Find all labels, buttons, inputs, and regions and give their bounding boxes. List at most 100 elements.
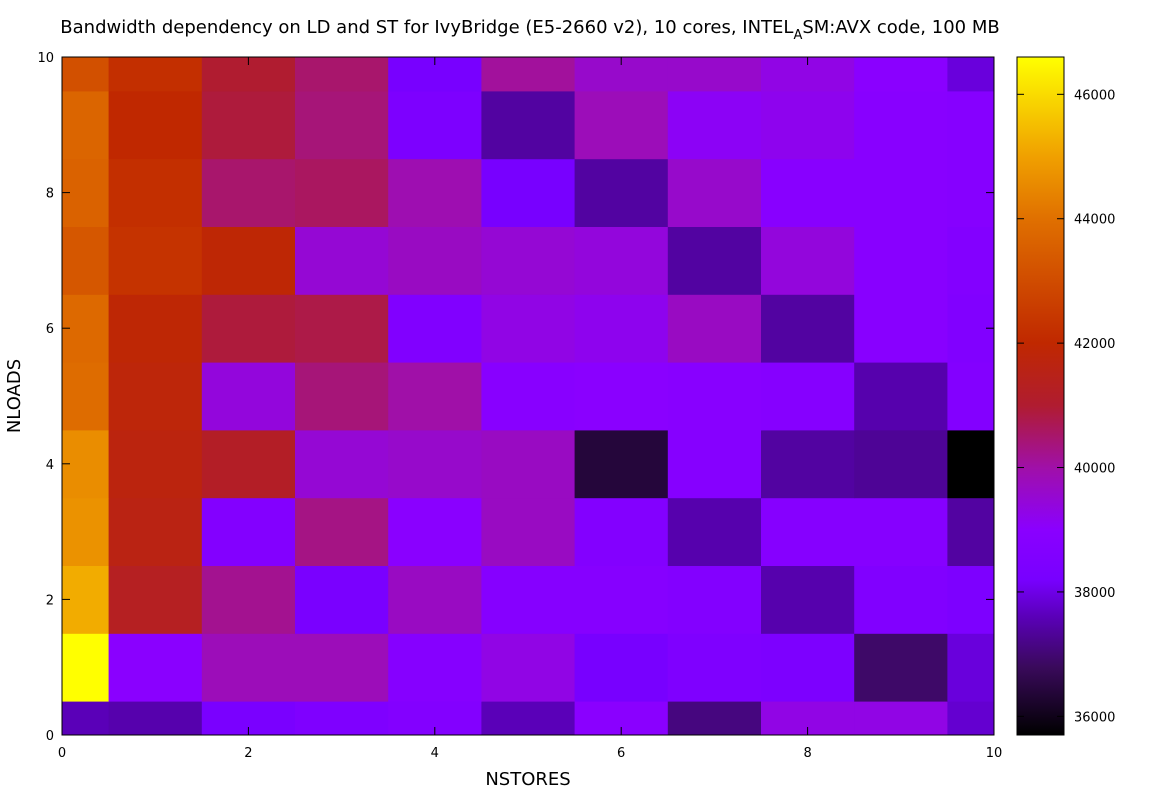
y-tick-label-3: 6 [46,322,54,337]
heatmap-cell-4-5 [388,362,482,431]
colorbar-tick-label-0: 36000 [1074,710,1115,725]
heatmap-cell-6-6 [574,294,669,363]
heatmap-cell-3-4 [295,429,389,499]
heatmap-cell-2-2 [201,565,296,634]
heatmap-cell-1-0 [108,701,203,736]
x-tick-label-0: 0 [58,746,66,761]
heatmap-cell-10-5 [947,362,995,431]
heatmap-cell-7-1 [667,633,762,702]
heatmap-cell-9-6 [854,294,948,363]
heatmap-cell-3-0 [295,701,389,736]
x-tick-label-3: 6 [617,746,625,761]
heatmap-cell-7-2 [667,565,762,634]
heatmap-cells [62,57,995,736]
heatmap-cell-9-3 [854,497,948,566]
heatmap-cell-3-6 [295,294,389,363]
heatmap-cell-7-6 [667,294,762,363]
chart-title-main: Bandwidth dependency on LD and ST for Iv… [60,17,793,38]
heatmap-cell-9-9 [854,90,948,160]
heatmap-cell-9-7 [854,226,948,295]
heatmap-cell-7-3 [667,497,762,566]
heatmap-cell-2-5 [201,362,296,431]
heatmap-cell-1-8 [108,158,203,227]
heatmap-cell-4-4 [388,429,482,499]
heatmap-cell-7-0 [667,701,762,736]
heatmap-cell-4-2 [388,565,482,634]
heatmap-cell-9-5 [854,362,948,431]
heatmap-cell-8-3 [761,497,855,566]
heatmap-cell-3-5 [295,362,389,431]
heatmap-cell-9-0 [854,701,948,736]
heatmap-cell-6-7 [574,226,669,295]
heatmap-cell-3-3 [295,497,389,566]
heatmap-cell-1-3 [108,497,203,566]
heatmap-cell-0-1 [62,633,110,702]
x-tick-label-1: 2 [244,746,252,761]
heatmap-cell-1-4 [108,429,203,499]
heatmap-cell-8-2 [761,565,855,634]
heatmap-cell-8-4 [761,429,855,499]
heatmap-cell-9-8 [854,158,948,227]
heatmap-cell-4-7 [388,226,482,295]
heatmap-cell-10-10 [947,57,995,92]
heatmap-cell-10-1 [947,633,995,702]
colorbar-ticks: 36000 38000 40000 42000 44000 46000 [1017,88,1115,725]
heatmap-cell-5-3 [481,497,576,566]
heatmap-cell-7-10 [667,57,762,92]
heatmap-cell-3-7 [295,226,389,295]
heatmap-cell-4-6 [388,294,482,363]
heatmap-cell-0-10 [62,57,110,92]
y-tick-label-2: 4 [46,458,54,473]
heatmap-cell-0-9 [62,90,110,160]
heatmap-cell-8-6 [761,294,855,363]
plot-frame [61,56,995,736]
heatmap-cell-6-1 [574,633,669,702]
x-tick-label-5: 10 [986,746,1003,761]
colorbar-tick-label-4: 44000 [1074,213,1115,228]
heatmap-cell-6-5 [574,362,669,431]
heatmap-cell-10-9 [947,90,995,160]
heatmap-cell-5-5 [481,362,576,431]
heatmap-cell-3-10 [295,57,389,92]
heatmap-cell-1-10 [108,57,203,92]
heatmap-cell-1-6 [108,294,203,363]
heatmap-cell-7-5 [667,362,762,431]
heatmap-cell-3-1 [295,633,389,702]
colorbar-tick-label-5: 46000 [1074,88,1115,103]
heatmap-cell-2-7 [201,226,296,295]
y-axis-ticks: 0 2 4 6 8 10 [37,51,994,744]
heatmap-cell-6-2 [574,565,669,634]
heatmap-cell-6-8 [574,158,669,227]
heatmap-cell-5-1 [481,633,576,702]
heatmap-cell-7-7 [667,226,762,295]
heatmap-cell-9-4 [854,429,948,499]
heatmap-cell-9-2 [854,565,948,634]
heatmap-cell-2-6 [201,294,296,363]
heatmap-cell-5-8 [481,158,576,227]
x-tick-label-4: 8 [803,746,811,761]
chart-title-rest: SM:AVX code, 100 MB [802,17,999,38]
heatmap-cell-7-9 [667,90,762,160]
heatmap-cell-0-3 [62,497,110,566]
heatmap-cell-1-5 [108,362,203,431]
heatmap-cell-1-7 [108,226,203,295]
heatmap-cell-2-4 [201,429,296,499]
heatmap-cell-5-10 [481,57,576,92]
heatmap-cell-10-7 [947,226,995,295]
heatmap-cell-4-8 [388,158,482,227]
heatmap-cell-5-9 [481,90,576,160]
heatmap-cell-5-4 [481,429,576,499]
heatmap-cell-9-1 [854,633,948,702]
heatmap-cell-2-8 [201,158,296,227]
heatmap-cell-3-9 [295,90,389,160]
heatmap-cell-1-1 [108,633,203,702]
colorbar-tick-label-2: 40000 [1074,462,1115,477]
heatmap-cell-7-8 [667,158,762,227]
heatmap-cell-6-4 [574,429,669,499]
heatmap-cell-8-9 [761,90,855,160]
heatmap-cell-1-9 [108,90,203,160]
heatmap-cell-5-7 [481,226,576,295]
heatmap-cell-2-9 [201,90,296,160]
heatmap-cell-10-0 [947,701,995,736]
